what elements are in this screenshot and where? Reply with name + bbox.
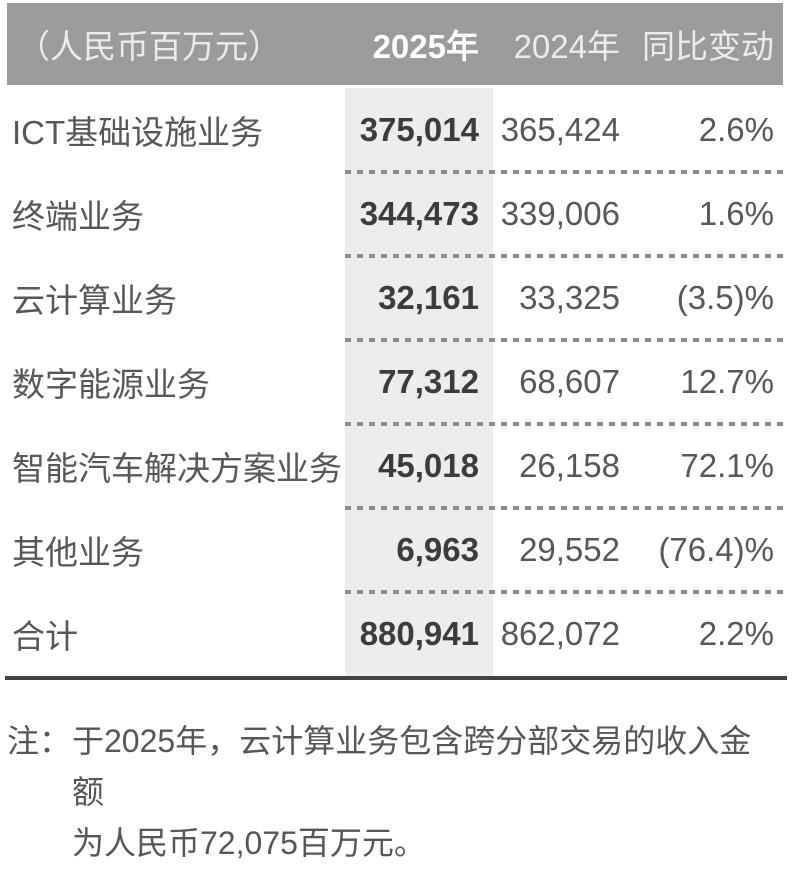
row-value-2025: 6,963 <box>345 508 493 592</box>
financial-segment-table-page: （人民币百万元） 2025年 2024年 同比变动 ICT基础设施业务 375,… <box>5 3 788 861</box>
row-value-change: 2.6% <box>698 111 774 148</box>
table-bottom-rule <box>5 676 787 680</box>
footnote-line-1: 于2025年，云计算业务包含跨分部交易的收入金额 <box>72 723 752 810</box>
row-value-2024: 365,424 <box>500 111 620 148</box>
column-header-change: 同比变动 <box>642 28 774 65</box>
row-label: 智能汽车解决方案业务 <box>12 450 342 487</box>
footnote-text: 于2025年，云计算业务包含跨分部交易的收入金额 为人民币72,075百万元。 <box>72 716 782 869</box>
row-value-2024: 68,607 <box>519 363 620 400</box>
row-label: 其他业务 <box>12 534 144 571</box>
row-value-change: (3.5)% <box>676 279 774 316</box>
row-value-2024: 33,325 <box>519 279 620 316</box>
row-value-change: 72.1% <box>680 447 774 484</box>
row-value-2025: 375,014 <box>345 88 493 172</box>
column-header-2025: 2025年 <box>372 28 479 65</box>
column-header-2024: 2024年 <box>513 28 620 65</box>
row-value-2025: 45,018 <box>345 424 493 508</box>
row-value-change: 12.7% <box>680 363 774 400</box>
table-header-row: （人民币百万元） 2025年 2024年 同比变动 <box>7 3 783 85</box>
table-row: 云计算业务 32,161 33,325 (3.5)% <box>7 254 788 340</box>
row-label: 终端业务 <box>12 198 144 235</box>
total-value-2025: 880,941 <box>345 592 493 676</box>
footnote-prefix: 注： <box>7 723 72 759</box>
unit-label: （人民币百万元） <box>17 28 281 65</box>
footnote-line-2: 为人民币72,075百万元。 <box>72 825 426 861</box>
table-total-row: 合计 880,941 862,072 2.2% <box>7 590 788 676</box>
row-value-change: (76.4)% <box>658 531 774 568</box>
row-value-2025: 344,473 <box>345 172 493 256</box>
table-row: 智能汽车解决方案业务 45,018 26,158 72.1% <box>7 422 788 508</box>
total-label: 合计 <box>12 618 78 655</box>
row-label: 云计算业务 <box>12 282 177 319</box>
row-value-2024: 339,006 <box>500 195 620 232</box>
table-body: ICT基础设施业务 375,014 365,424 2.6% 终端业务 344,… <box>7 88 788 676</box>
row-value-2025: 77,312 <box>345 340 493 424</box>
table-row: ICT基础设施业务 375,014 365,424 2.6% <box>7 88 783 172</box>
row-value-2024: 26,158 <box>519 447 620 484</box>
row-value-change: 1.6% <box>698 195 774 232</box>
row-label: 数字能源业务 <box>12 366 210 403</box>
row-label: ICT基础设施业务 <box>12 114 264 151</box>
table-row: 终端业务 344,473 339,006 1.6% <box>7 170 788 256</box>
total-value-change: 2.2% <box>698 615 774 652</box>
row-value-2025: 32,161 <box>345 256 493 340</box>
total-value-2024: 862,072 <box>500 615 620 652</box>
row-value-2024: 29,552 <box>519 531 620 568</box>
table-row: 其他业务 6,963 29,552 (76.4)% <box>7 506 788 592</box>
footnote: 注： 于2025年，云计算业务包含跨分部交易的收入金额 为人民币72,075百万… <box>7 716 782 869</box>
table-row: 数字能源业务 77,312 68,607 12.7% <box>7 338 788 424</box>
